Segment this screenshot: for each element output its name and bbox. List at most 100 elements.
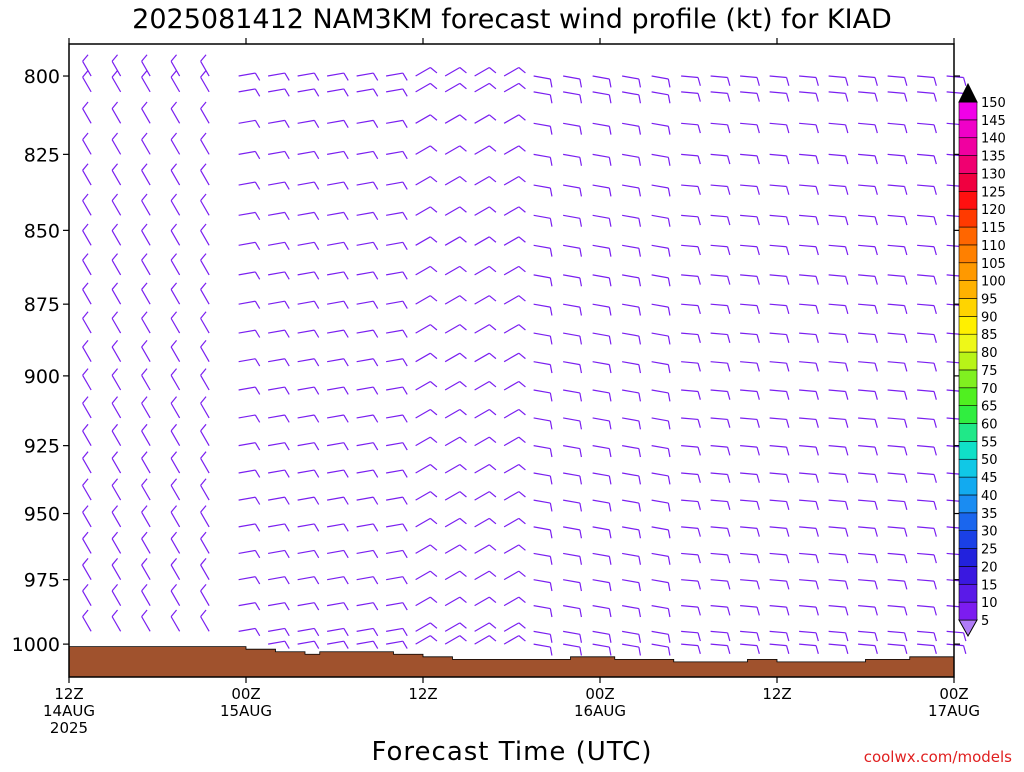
credit-link[interactable]: coolwx.com/models xyxy=(864,748,1012,766)
wind-barb xyxy=(858,643,878,654)
wind-barb xyxy=(503,324,526,334)
wind-barb xyxy=(386,181,408,190)
barb-shaft xyxy=(297,300,315,305)
barb-shaft xyxy=(917,445,935,448)
barb-flag xyxy=(141,132,148,141)
barb-shaft xyxy=(327,386,344,391)
wind-barb xyxy=(651,605,671,618)
barb-shaft xyxy=(651,579,669,584)
wind-barb xyxy=(533,526,553,539)
y-tick-label: 875 xyxy=(24,294,60,316)
barb-flag xyxy=(343,212,349,221)
barb-flag xyxy=(372,212,379,221)
barb-flag xyxy=(844,77,849,86)
barb-shaft xyxy=(887,389,905,393)
wind-barb xyxy=(503,596,526,607)
barb-shaft xyxy=(887,214,905,218)
wind-barb xyxy=(858,445,878,456)
barb-flag xyxy=(313,576,320,585)
barb-flag xyxy=(488,145,497,152)
wind-barb xyxy=(327,414,349,423)
barb-flag xyxy=(111,253,119,261)
barb-shaft xyxy=(82,108,92,124)
barb-flag xyxy=(343,300,349,309)
barb-flag xyxy=(785,474,790,483)
barb-flag xyxy=(815,186,819,195)
barb-flag xyxy=(667,248,671,257)
x-tick-label: 17AUG xyxy=(928,702,980,720)
wind-barb xyxy=(769,214,790,226)
barb-flag xyxy=(200,451,207,459)
barb-flag xyxy=(549,94,553,104)
wind-barb xyxy=(769,389,790,400)
barb-flag xyxy=(254,602,261,611)
wind-barb xyxy=(170,163,181,186)
barb-flag xyxy=(518,176,526,183)
barb-shaft xyxy=(828,445,846,448)
barb-shaft xyxy=(170,590,181,606)
barb-shaft xyxy=(444,295,461,305)
barb-flag xyxy=(844,446,849,456)
barb-flag xyxy=(608,335,612,345)
barb-flag xyxy=(488,635,497,642)
wind-barb xyxy=(622,91,642,104)
barb-shaft xyxy=(799,184,817,188)
barb-shaft xyxy=(533,332,551,337)
barb-flag xyxy=(579,94,583,104)
barb-flag xyxy=(933,474,937,483)
barb-shaft xyxy=(681,643,699,647)
wind-barb xyxy=(444,67,467,77)
barb-flag xyxy=(111,132,119,141)
wind-barb xyxy=(769,274,790,285)
barb-shaft xyxy=(622,91,639,96)
wind-barb xyxy=(710,445,731,456)
wind-barb xyxy=(170,451,181,474)
wind-barb xyxy=(622,303,642,316)
barb-shaft xyxy=(297,640,315,645)
barb-flag xyxy=(459,206,467,213)
barb-flag xyxy=(488,436,497,444)
barb-shaft xyxy=(592,630,610,635)
wind-barb xyxy=(622,605,642,618)
barb-shaft xyxy=(563,499,580,504)
barb-flag xyxy=(608,646,612,656)
wind-barb xyxy=(474,352,497,363)
barb-flag xyxy=(638,157,642,166)
colorbar-label: 40 xyxy=(981,489,998,504)
barb-flag xyxy=(608,448,612,458)
barb-shaft xyxy=(592,214,610,219)
wind-barb xyxy=(82,583,92,606)
wind-barb xyxy=(769,643,790,654)
barb-flag xyxy=(667,364,671,374)
barb-shaft xyxy=(415,176,431,186)
wind-barb xyxy=(828,184,849,195)
wind-barb xyxy=(563,417,583,430)
barb-flag xyxy=(815,77,819,86)
barb-shaft xyxy=(474,324,490,334)
barb-flag xyxy=(785,246,790,256)
barb-shaft xyxy=(651,361,669,366)
barb-shaft xyxy=(170,457,181,474)
wind-barb xyxy=(111,54,122,77)
barb-shaft xyxy=(917,153,935,157)
wind-barb xyxy=(503,265,526,276)
barb-flag xyxy=(200,193,207,202)
wind-barb xyxy=(533,214,553,227)
barb-flag xyxy=(726,391,731,400)
barb-flag xyxy=(313,300,320,309)
barb-flag xyxy=(459,517,467,525)
barb-flag xyxy=(402,576,408,585)
colorbar-label: 115 xyxy=(981,221,1006,236)
barb-flag xyxy=(903,124,908,134)
wind-barb xyxy=(533,303,553,316)
barb-flag xyxy=(402,550,408,559)
barb-flag xyxy=(667,556,671,565)
barb-flag xyxy=(343,120,349,129)
wind-barb xyxy=(828,75,849,86)
barb-flag xyxy=(141,368,148,376)
barb-shaft xyxy=(651,244,669,249)
barb-flag xyxy=(785,77,790,86)
wind-barb xyxy=(563,244,583,257)
barb-flag xyxy=(874,276,878,285)
barb-flag xyxy=(429,517,438,525)
